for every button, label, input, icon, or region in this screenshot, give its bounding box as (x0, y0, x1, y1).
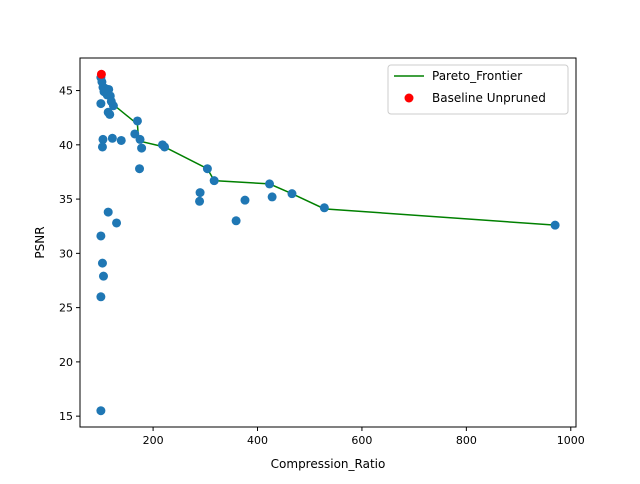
scatter-point (135, 134, 145, 144)
scatter-point (96, 292, 106, 302)
legend-label-baseline: Baseline Unpruned (432, 91, 546, 105)
scatter-point (98, 271, 108, 281)
scatter-point (105, 109, 115, 119)
scatter-point (202, 164, 212, 174)
y-tick-label: 25 (59, 302, 73, 315)
scatter-point (195, 196, 205, 206)
x-tick-label: 800 (456, 434, 477, 447)
y-tick-label: 15 (59, 410, 73, 423)
scatter-point (96, 231, 106, 241)
y-tick-label: 40 (59, 139, 73, 152)
x-tick-label: 400 (247, 434, 268, 447)
scatter-point (98, 134, 108, 144)
legend: Pareto_Frontier Baseline Unpruned (387, 64, 569, 115)
y-tick-label: 35 (59, 193, 73, 206)
scatter-point (231, 216, 241, 226)
scatter-point (319, 203, 329, 213)
scatter-point (116, 135, 126, 145)
scatter-point (108, 101, 118, 111)
legend-marker-baseline (404, 93, 414, 103)
scatter-point (267, 192, 277, 202)
scatter-point (103, 207, 113, 217)
scatter-point (209, 176, 219, 186)
x-axis-label: Compression_Ratio (271, 457, 386, 471)
axis-ticks: 200 400 600 800 1000 15 20 25 30 35 40 45 (59, 85, 585, 447)
scatter-point (112, 218, 122, 228)
scatter-point (240, 195, 250, 205)
scatter-point (97, 258, 107, 268)
scatter-point (195, 188, 205, 198)
scatter-point (107, 133, 117, 143)
legend-label-frontier: Pareto_Frontier (432, 69, 522, 83)
y-axis-label: PSNR (33, 226, 47, 258)
plot-area (96, 69, 560, 416)
baseline-point (96, 69, 106, 79)
scatter-point (287, 189, 297, 199)
y-tick-label: 30 (59, 247, 73, 260)
x-tick-label: 1000 (557, 434, 585, 447)
scatter-point (265, 179, 275, 189)
plot-frame (79, 57, 577, 428)
scatter-point (137, 143, 147, 153)
scatter-point (550, 220, 560, 230)
y-tick-label: 45 (59, 85, 73, 98)
scatter-point (135, 164, 145, 174)
x-tick-label: 200 (143, 434, 164, 447)
y-tick-label: 20 (59, 356, 73, 369)
legend-box (387, 64, 569, 115)
scatter-point (96, 99, 106, 109)
scatter-point (132, 116, 142, 126)
scatter-point (97, 142, 107, 152)
scatter-point (160, 142, 170, 152)
x-tick-label: 600 (351, 434, 372, 447)
scatter-point (96, 406, 106, 416)
